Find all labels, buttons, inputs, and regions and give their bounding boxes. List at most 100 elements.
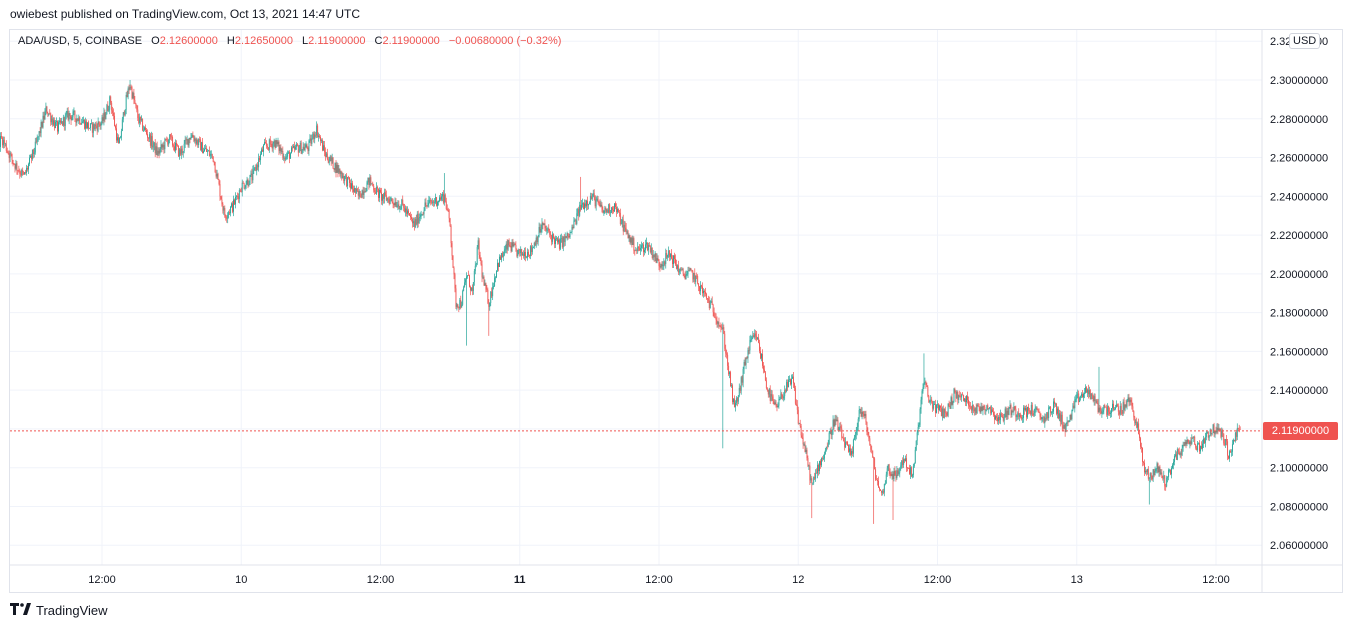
candle-body (358, 191, 360, 196)
candle-body (1107, 406, 1109, 415)
candle-body (48, 113, 50, 115)
candle-body (89, 123, 91, 129)
candle-body (840, 426, 842, 429)
candle-body (891, 474, 893, 476)
candle-body (1006, 410, 1008, 418)
candle-body (769, 388, 771, 401)
candle-body (1195, 444, 1197, 448)
candle-body (490, 291, 492, 303)
candle-body (333, 168, 335, 170)
candle-body (505, 243, 507, 249)
candle-body (1181, 447, 1183, 456)
candle-body (902, 460, 904, 465)
candle-body (494, 277, 496, 287)
candle-body (30, 155, 32, 159)
x-tick-label: 12:00 (367, 574, 395, 586)
candle-body (1039, 412, 1041, 417)
candle-body (155, 146, 157, 154)
candle-body (761, 353, 762, 359)
candle-body (680, 268, 682, 270)
candle-body (922, 387, 924, 392)
candle-body (435, 197, 437, 203)
candle-body (354, 188, 356, 193)
candle-body (94, 124, 96, 130)
candle-body (390, 198, 392, 200)
candle-body (308, 140, 310, 152)
candle-body (738, 387, 740, 396)
candle-body (201, 142, 203, 151)
candle-body (998, 416, 1000, 421)
candle-body (789, 379, 790, 380)
candle-body (1080, 396, 1082, 398)
candle-body (850, 451, 852, 455)
candle-body (664, 261, 666, 265)
candle-body (263, 144, 264, 152)
candle-body (171, 136, 173, 138)
currency-badge[interactable]: USD (1289, 33, 1321, 49)
candle-body (1052, 411, 1054, 413)
candle-body (945, 412, 947, 414)
candle-body (843, 438, 845, 442)
candle-body (215, 172, 217, 177)
candle-body (283, 158, 285, 159)
candle-body (770, 394, 772, 401)
candle-body (412, 221, 414, 224)
candle-body (1001, 415, 1003, 417)
candle-body (1009, 405, 1011, 409)
candle-body (124, 109, 126, 115)
candle-body (982, 406, 984, 411)
candle-body (1093, 396, 1095, 401)
candle-body (572, 226, 574, 229)
candle-body (965, 398, 966, 403)
candle-body (274, 140, 276, 148)
candle-body (327, 159, 329, 163)
candle-body (116, 128, 117, 141)
candle-body (755, 333, 757, 336)
candle-body (777, 405, 779, 408)
candle-body (79, 117, 81, 124)
candle-body (50, 113, 52, 123)
candle-body (430, 199, 432, 203)
candle-body (976, 404, 978, 414)
candle-body (22, 170, 24, 173)
candle-body (311, 138, 313, 144)
candle-body (1150, 473, 1152, 476)
candle-body (1214, 430, 1216, 434)
footer-brand[interactable]: TradingView (10, 603, 108, 618)
candle-body (75, 118, 77, 123)
candle-body (1058, 413, 1060, 419)
candle-body (847, 442, 849, 446)
candle-body (877, 479, 878, 481)
candle-body (542, 222, 544, 225)
candle-body (752, 335, 754, 338)
candle-body (895, 474, 897, 479)
candle-body (600, 204, 602, 207)
candle-body (585, 203, 586, 207)
candle-body (448, 210, 450, 219)
candle-body (1145, 470, 1147, 472)
candle-body (972, 404, 974, 409)
candle-body (509, 245, 511, 247)
candle-body (25, 172, 27, 173)
candle-body (601, 204, 603, 210)
candle-body (715, 317, 717, 320)
candle-body (838, 427, 840, 431)
candle-body (128, 88, 130, 90)
candle-body (320, 137, 321, 142)
candle-body (198, 139, 200, 145)
legend-close-value: 2.11900000 (382, 35, 440, 47)
candle-body (291, 147, 292, 154)
candle-body (1026, 408, 1027, 418)
candle-body (954, 388, 956, 392)
candle-body (577, 208, 579, 214)
candle-body (745, 357, 747, 365)
candle-body (1082, 394, 1084, 398)
candle-body (996, 416, 997, 418)
candle-body (212, 156, 214, 162)
candle-body (322, 145, 324, 151)
candle-body (429, 199, 431, 201)
candle-body (149, 134, 151, 146)
candle-body (1069, 414, 1071, 421)
candle-body (266, 145, 268, 148)
